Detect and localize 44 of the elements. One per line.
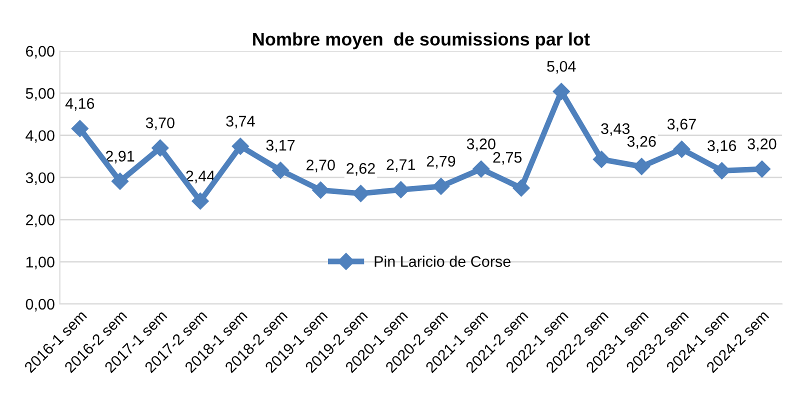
point bbox=[432, 178, 450, 195]
data-label: 3,67 bbox=[667, 118, 696, 132]
data-label: 3,26 bbox=[627, 136, 656, 149]
data-label: 3,70 bbox=[146, 117, 174, 130]
point bbox=[272, 162, 290, 179]
point bbox=[312, 182, 330, 199]
point bbox=[352, 184, 370, 202]
point bbox=[152, 139, 169, 157]
data-label: 2,75 bbox=[493, 152, 522, 165]
point bbox=[472, 160, 490, 178]
y-tick-label: 4,00 bbox=[26, 130, 54, 143]
data-label: 2,62 bbox=[346, 162, 375, 176]
point bbox=[192, 192, 209, 210]
point bbox=[71, 120, 88, 138]
data-label: 2,70 bbox=[306, 160, 335, 172]
point bbox=[512, 179, 530, 197]
point bbox=[592, 150, 610, 168]
y-tick-label: 1,00 bbox=[26, 256, 54, 270]
y-tick-label: 0,00 bbox=[26, 298, 54, 312]
data-label: 2,71 bbox=[386, 159, 416, 172]
point bbox=[633, 158, 650, 176]
data-label: 2,79 bbox=[426, 156, 456, 168]
y-tick-label: 6,00 bbox=[26, 46, 54, 58]
data-label: 3,17 bbox=[266, 140, 295, 152]
point bbox=[232, 138, 249, 155]
data-label: 3,20 bbox=[466, 138, 496, 152]
point bbox=[111, 172, 129, 190]
data-label: 3,43 bbox=[601, 123, 630, 136]
point bbox=[552, 82, 570, 100]
y-tick-label: 5,00 bbox=[26, 88, 54, 101]
data-label: 3,20 bbox=[748, 138, 776, 152]
legend-label: Pin Laricio de Corse bbox=[374, 256, 510, 267]
data-label: 5,04 bbox=[547, 60, 576, 74]
point bbox=[392, 181, 410, 198]
point bbox=[753, 160, 771, 178]
point bbox=[713, 162, 730, 180]
data-label: 3,74 bbox=[226, 116, 255, 128]
point bbox=[673, 140, 690, 158]
y-tick-label: 3,00 bbox=[26, 172, 54, 185]
data-label: 4,16 bbox=[65, 98, 94, 111]
data-label: 3,16 bbox=[708, 140, 736, 153]
y-tick-label: 2,00 bbox=[26, 214, 54, 228]
data-label: 2,91 bbox=[106, 150, 134, 164]
chart-title: Nombre moyen de soumissions par lot bbox=[253, 32, 590, 50]
